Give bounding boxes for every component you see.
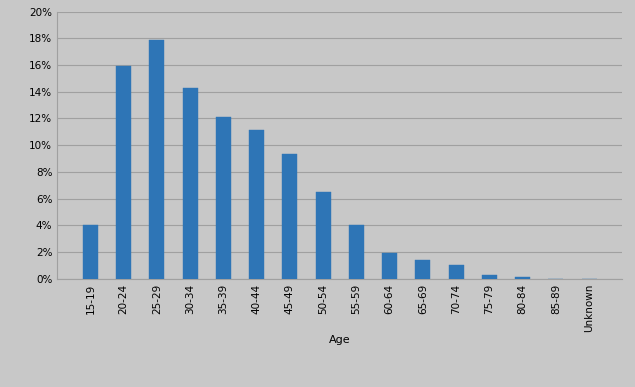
Bar <box>515 277 530 279</box>
Bar <box>316 192 331 279</box>
Bar <box>382 253 397 279</box>
Bar <box>415 260 431 279</box>
X-axis label: Age: Age <box>329 335 351 345</box>
Bar <box>249 130 264 279</box>
Bar <box>149 39 164 279</box>
Bar <box>349 225 364 279</box>
Bar <box>83 225 98 279</box>
Bar <box>216 117 231 279</box>
Bar <box>183 88 197 279</box>
Bar <box>116 66 131 279</box>
Bar <box>283 154 297 279</box>
Bar <box>482 275 497 279</box>
Bar <box>449 265 464 279</box>
